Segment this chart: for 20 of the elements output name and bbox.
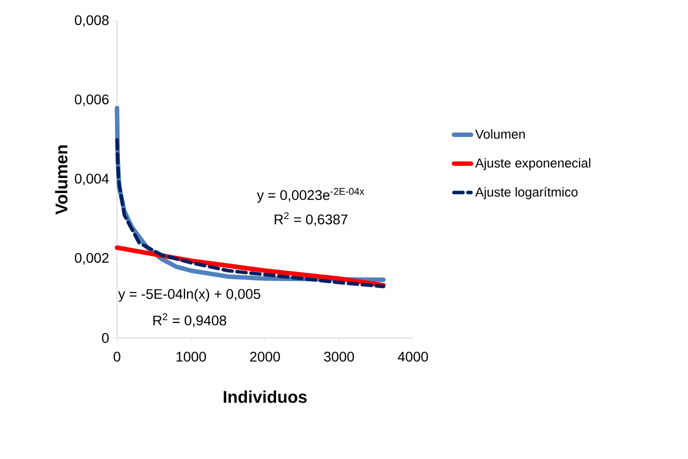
y-axis-title: Volumen (55, 145, 68, 215)
legend-label: Volumen (475, 129, 525, 139)
line-series (115, 138, 386, 288)
legend-label: Ajuste exponenecial (475, 158, 590, 170)
y-tick-label: 0 (102, 333, 109, 343)
y-tick-label: 0,008 (74, 15, 109, 27)
annotation: y = 0,0023e$^{-2E-04x}$ (256, 188, 364, 203)
y-tick-label: 0,004 (74, 174, 109, 186)
y-tick-label: 0,006 (74, 94, 109, 106)
annotation: y = -5E-04ln(x) + 0,005 (118, 288, 260, 302)
annotation: R$^{2}$ = 0,6387 (274, 212, 348, 226)
y-tick-label: 0,002 (74, 252, 109, 265)
x-tick-label: 1000 (176, 352, 206, 362)
x-tick-label: 3000 (324, 352, 354, 362)
legend-label: Ajuste logarítmico (475, 187, 578, 200)
x-tick-label: 2000 (250, 352, 280, 362)
x-axis-title: Individuos (224, 390, 307, 403)
x-tick-label: 4000 (398, 352, 428, 362)
annotation: R$^{2}$ = 0,9408 (153, 313, 226, 328)
x-tick-label: 0 (114, 352, 120, 362)
